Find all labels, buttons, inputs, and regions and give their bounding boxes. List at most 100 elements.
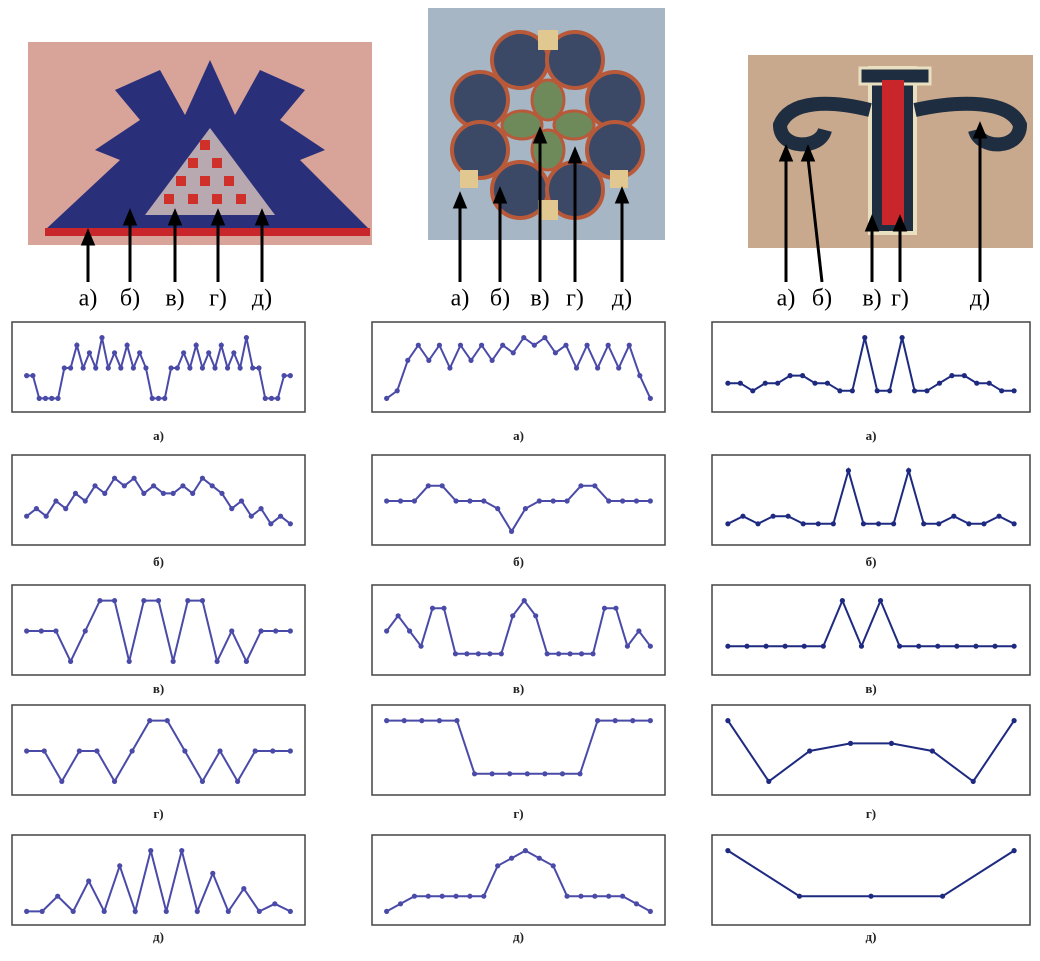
profile-point	[412, 894, 417, 899]
profile-point	[288, 628, 293, 633]
profile-point	[523, 848, 528, 853]
profile-point	[637, 373, 642, 378]
profile-point	[288, 909, 293, 914]
profile-point	[288, 521, 293, 526]
profile-point	[127, 659, 132, 664]
profile-point	[766, 779, 771, 784]
profile-point	[897, 644, 902, 649]
profile-point	[249, 514, 254, 519]
profile-point	[384, 718, 389, 723]
profile-point	[876, 521, 881, 526]
chart-frame	[372, 705, 665, 795]
arrow-label: д)	[252, 286, 272, 312]
chart-caption: в)	[513, 681, 524, 696]
chart-caption: г)	[153, 806, 163, 821]
profile-point	[564, 894, 569, 899]
profile-point	[200, 476, 205, 481]
profile-point	[229, 506, 234, 511]
profile-point	[971, 779, 976, 784]
profile-point	[63, 506, 68, 511]
profile-point	[868, 894, 873, 899]
arrow-label: д)	[970, 286, 990, 312]
profile-point	[241, 886, 246, 891]
profile-point	[878, 598, 883, 603]
profile-point	[416, 343, 421, 348]
profile-point	[807, 748, 812, 753]
profile-point	[636, 628, 641, 633]
profile-point	[602, 606, 607, 611]
profile-point	[398, 498, 403, 503]
profile-point	[83, 628, 88, 633]
profile-point	[577, 771, 582, 776]
profile-point	[180, 483, 185, 488]
profile-point	[405, 358, 410, 363]
arrow-label: г)	[891, 286, 909, 312]
profile-point	[106, 365, 111, 370]
chart-caption: в)	[153, 681, 164, 696]
profile-point	[164, 909, 169, 914]
profile-point	[770, 514, 775, 519]
profile-point	[68, 659, 73, 664]
profile-point	[272, 901, 277, 906]
chart-frame	[712, 705, 1030, 795]
profile-point	[481, 498, 486, 503]
profile-point	[750, 388, 755, 393]
profile-point	[148, 848, 153, 853]
profile-point	[1012, 848, 1017, 853]
profile-point	[545, 651, 550, 656]
profile-point	[542, 335, 547, 340]
profile-point	[212, 365, 217, 370]
profile-point	[71, 909, 76, 914]
profile-point	[53, 628, 58, 633]
profile-point	[921, 521, 926, 526]
profile-point	[875, 388, 880, 393]
profile-point	[99, 335, 104, 340]
profile-point	[487, 651, 492, 656]
profile-point	[788, 373, 793, 378]
profile-point	[150, 396, 155, 401]
profile-point	[250, 365, 255, 370]
profile-point	[912, 388, 917, 393]
profile-point	[578, 483, 583, 488]
chart-caption: д)	[513, 929, 524, 944]
profile-point	[648, 718, 653, 723]
profile-point	[551, 863, 556, 868]
chart-frame	[712, 835, 1030, 925]
arrow-label: в)	[165, 286, 184, 312]
profile-point	[219, 491, 224, 496]
profile-point	[440, 894, 445, 899]
chart-frame	[372, 835, 665, 925]
profile-point	[859, 644, 864, 649]
chart-frame	[712, 455, 1030, 545]
profile-point	[81, 365, 86, 370]
profile-point	[648, 909, 653, 914]
profile-point	[137, 350, 142, 355]
profile-point	[200, 598, 205, 603]
profile-point	[755, 521, 760, 526]
profile-point	[117, 863, 122, 868]
profile-point	[467, 894, 472, 899]
profile-point	[556, 651, 561, 656]
profile-point	[59, 779, 64, 784]
profile-point	[24, 628, 29, 633]
profile-point	[763, 381, 768, 386]
profile-point	[219, 343, 224, 348]
profile-point	[725, 381, 730, 386]
profile-point	[740, 514, 745, 519]
profile-point	[210, 483, 215, 488]
profile-point	[987, 381, 992, 386]
profile-point	[40, 909, 45, 914]
profile-point	[125, 343, 130, 348]
profile-point	[567, 651, 572, 656]
profile-point	[288, 373, 293, 378]
profile-point	[996, 514, 1001, 519]
profile-point	[992, 644, 997, 649]
profile-point	[467, 498, 472, 503]
profile-point	[954, 644, 959, 649]
profile-point	[625, 644, 630, 649]
profile-point	[273, 628, 278, 633]
profile-point	[906, 468, 911, 473]
profile-point	[281, 373, 286, 378]
profile-point	[592, 894, 597, 899]
profile-point	[973, 644, 978, 649]
